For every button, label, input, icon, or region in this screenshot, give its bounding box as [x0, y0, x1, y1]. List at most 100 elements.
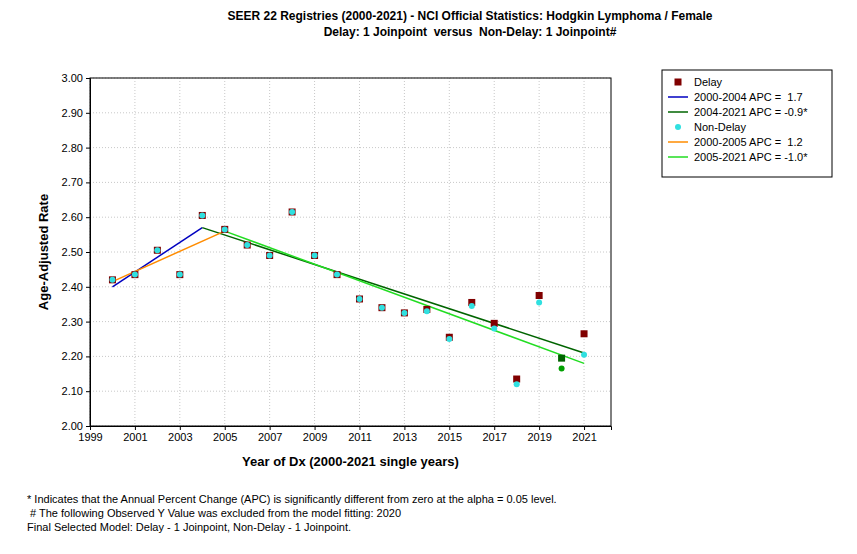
- x-tick: 2017: [482, 426, 506, 443]
- data-point: [559, 366, 565, 372]
- y-tick-mark: [86, 287, 90, 288]
- y-grid-line: [90, 286, 611, 287]
- y-tick-label: 2.70: [62, 176, 83, 188]
- scatter-series: [109, 208, 588, 382]
- legend-swatch: [668, 141, 688, 143]
- x-tick: 2013: [393, 426, 417, 443]
- y-tick: 3.00: [62, 72, 90, 84]
- x-grid-line: [359, 78, 360, 426]
- data-point: [109, 277, 115, 283]
- data-point: [558, 355, 565, 362]
- y-grid-line: [90, 112, 611, 113]
- y-tick-label: 2.20: [62, 350, 83, 362]
- data-point: [424, 308, 430, 314]
- y-tick-label: 2.90: [62, 107, 83, 119]
- data-point: [311, 252, 318, 259]
- x-grid-line: [449, 78, 450, 426]
- y-grid-line: [90, 217, 611, 218]
- subtitle: Delay: 1 Joinpoint versus Non-Delay: 1 J…: [324, 25, 617, 39]
- grid: [90, 78, 611, 426]
- y-tick: 2.10: [62, 385, 90, 397]
- y-tick: 2.80: [62, 142, 90, 154]
- footnote: Final Selected Model: Delay - 1 Joinpoin…: [27, 521, 351, 533]
- x-tick-mark: [404, 426, 405, 430]
- x-tick: 2005: [213, 426, 237, 443]
- data-point: [379, 305, 385, 311]
- data-point: [469, 303, 475, 309]
- y-tick-mark: [86, 322, 90, 323]
- x-tick-mark: [315, 426, 316, 430]
- x-tick-mark: [225, 426, 226, 430]
- y-tick-mark: [86, 148, 90, 149]
- x-tick-label: 2013: [393, 431, 417, 443]
- x-grid-line: [404, 78, 405, 426]
- y-axis-title: Age-Adjusted Rate: [36, 194, 51, 310]
- legend-swatch: [668, 96, 688, 98]
- y-tick-label: 2.80: [62, 142, 83, 154]
- y-tick-label: 2.40: [62, 281, 83, 293]
- x-tick: 2003: [168, 426, 192, 443]
- y-tick-label: 2.00: [62, 420, 83, 432]
- legend-label: 2000-2004 APC = 1.7: [694, 91, 803, 103]
- x-grid-line: [584, 78, 585, 426]
- y-tick: 2.30: [62, 316, 90, 328]
- scatter-series: [109, 209, 587, 387]
- data-point: [222, 226, 228, 232]
- data-point: [109, 276, 116, 283]
- y-grid-line: [90, 391, 611, 392]
- fit-line: [112, 231, 224, 281]
- x-tick-mark: [539, 426, 540, 430]
- data-point: [378, 304, 385, 311]
- x-tick: 2009: [303, 426, 327, 443]
- data-point: [154, 247, 160, 253]
- y-tick-mark: [86, 182, 90, 183]
- legend-swatch: [668, 111, 688, 113]
- data-point: [289, 208, 296, 215]
- x-tick: 2015: [438, 426, 462, 443]
- legend-swatch: [668, 156, 688, 158]
- y-tick-label: 2.60: [62, 211, 83, 223]
- x-tick-label: 2017: [482, 431, 506, 443]
- y-grid-line: [90, 252, 611, 253]
- x-tick-label: 2009: [303, 431, 327, 443]
- plot-frame: [90, 78, 611, 426]
- data-point: [334, 271, 341, 278]
- x-tick: 2001: [123, 426, 147, 443]
- x-tick: 2007: [258, 426, 282, 443]
- data-point: [356, 295, 363, 302]
- legend-label: Delay: [694, 76, 723, 88]
- data-point: [289, 209, 295, 215]
- y-tick-mark: [86, 356, 90, 357]
- x-tick-label: 2001: [123, 431, 147, 443]
- y-tick-mark: [86, 252, 90, 253]
- x-tick-mark: [449, 426, 450, 430]
- y-tick-label: 2.10: [62, 385, 83, 397]
- legend: Delay2000-2004 APC = 1.72004-2021 APC = …: [662, 70, 832, 177]
- x-axis: 1999 2001 2003 2005 2007 2009 2011 2013 2015 2017…: [78, 426, 611, 443]
- y-tick-label: 3.00: [62, 72, 83, 84]
- y-tick: 2.40: [62, 281, 90, 293]
- legend-swatch: [675, 79, 682, 86]
- x-tick-mark: [270, 426, 271, 430]
- y-tick: 2.60: [62, 211, 90, 223]
- chart: SEER 22 Registries (2000-2021) - NCI Off…: [0, 0, 857, 554]
- x-tick-label: 2003: [168, 431, 192, 443]
- fit-line: [225, 231, 584, 363]
- plot-area: [90, 78, 611, 426]
- data-point: [536, 292, 543, 299]
- data-point: [401, 310, 407, 316]
- data-point: [267, 252, 273, 258]
- y-tick-mark: [86, 113, 90, 114]
- x-tick-label: 1999: [78, 431, 102, 443]
- legend-box: [662, 70, 832, 177]
- x-tick-label: 2011: [348, 431, 372, 443]
- data-point: [131, 271, 138, 278]
- x-axis-title: Year of Dx (2000-2021 single years): [242, 454, 459, 469]
- x-tick: 2021: [572, 426, 596, 443]
- x-tick-mark: [180, 426, 181, 430]
- data-point: [177, 272, 183, 278]
- y-grid-line: [90, 182, 611, 183]
- y-grid-line: [90, 356, 611, 357]
- x-tick-mark: [584, 426, 585, 430]
- title: SEER 22 Registries (2000-2021) - NCI Off…: [227, 9, 712, 23]
